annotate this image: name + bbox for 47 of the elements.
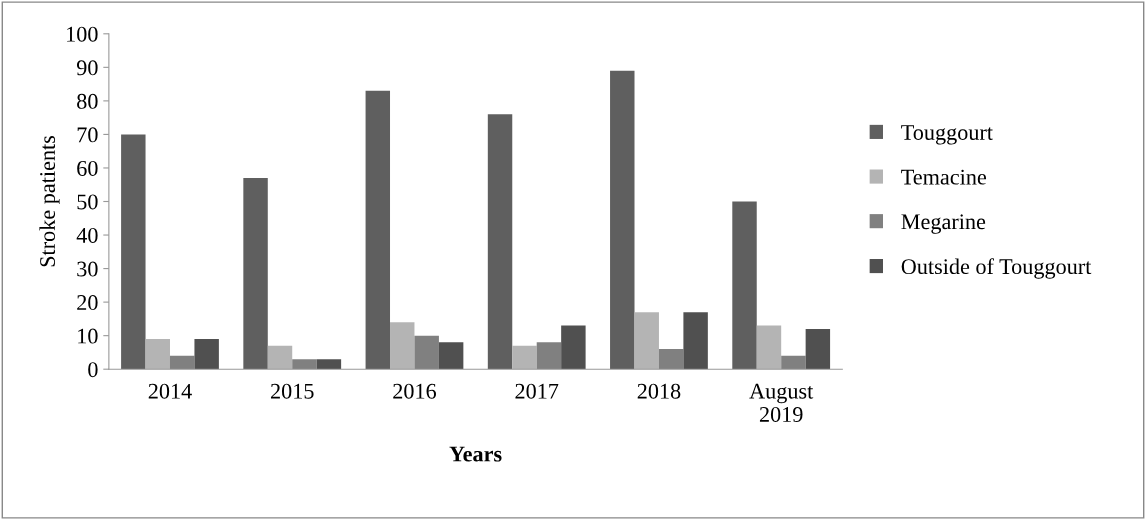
bar — [267, 345, 293, 370]
bar — [194, 339, 219, 370]
y-tick-label: 40 — [76, 227, 98, 243]
y-tick-label: 50 — [77, 194, 98, 210]
x-axis-title: Years — [449, 446, 502, 462]
bar — [512, 345, 537, 370]
bar — [169, 355, 195, 370]
y-tick-label: 60 — [77, 160, 98, 176]
bar — [781, 355, 806, 370]
legend-label: Outside of Touggourt — [901, 258, 1092, 279]
x-tick-label: 2015 — [270, 383, 314, 399]
y-tick-label: 0 — [88, 362, 98, 378]
bar — [487, 114, 513, 370]
bar — [438, 342, 464, 370]
y-axis-title: Stroke patients — [39, 135, 60, 267]
bar — [805, 328, 831, 370]
bar — [732, 201, 757, 370]
x-tick-label: August 2019 — [749, 383, 814, 422]
bar — [561, 325, 586, 370]
bar — [365, 90, 391, 370]
bar — [292, 359, 317, 370]
bar — [414, 335, 439, 370]
bar — [756, 325, 782, 370]
bar — [121, 134, 146, 370]
x-tick-label: 2018 — [637, 383, 681, 399]
y-tick-label: 30 — [77, 261, 98, 277]
y-tick-label: 100 — [67, 26, 98, 42]
bar — [610, 70, 635, 370]
legend-label: Temacine — [901, 169, 987, 185]
y-tick-label: 70 — [77, 127, 98, 143]
legend-label: Touggourt — [901, 125, 993, 145]
legend-label: Megarine — [901, 214, 986, 234]
x-tick-label: 2014 — [148, 383, 192, 399]
x-tick-label: 2016 — [393, 383, 437, 399]
y-tick-label: 10 — [78, 328, 98, 344]
bar — [316, 359, 342, 370]
bar — [658, 349, 684, 370]
bar — [683, 312, 708, 370]
bar — [145, 339, 170, 370]
y-tick-label: 80 — [77, 93, 98, 109]
y-tick-label: 90 — [76, 60, 98, 76]
y-tick-label: 20 — [77, 295, 98, 311]
bar — [243, 178, 268, 370]
x-tick-label: 2017 — [515, 383, 559, 399]
bar — [634, 312, 659, 370]
bar — [390, 322, 415, 370]
bar — [536, 342, 562, 370]
